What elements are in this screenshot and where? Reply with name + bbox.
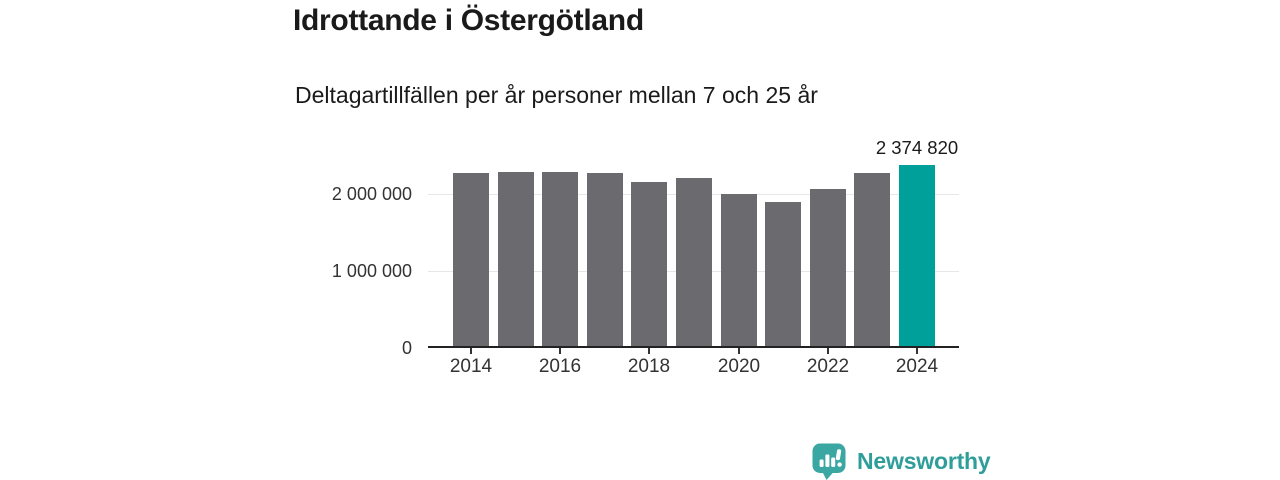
bar-2020 (721, 194, 757, 348)
bar-2015 (498, 171, 534, 348)
x-tick-2016 (559, 348, 561, 354)
newsworthy-bubble-chart-icon (812, 443, 846, 480)
x-axis-label-2022: 2022 (806, 356, 850, 377)
chart-subtitle: Deltagartillfällen per år personer mella… (295, 82, 818, 108)
newsworthy-wordmark: Newsworthy (857, 447, 991, 474)
x-axis-label-2018: 2018 (627, 356, 671, 377)
bar-2018 (631, 181, 667, 348)
highlighted-value-label: 2 374 820 (875, 137, 959, 158)
newsworthy-logo: Newsworthy (811, 442, 991, 480)
x-axis-label-2014: 2014 (449, 356, 493, 377)
y-axis-label-1000000: 1 000 000 (331, 261, 412, 281)
bar-2021 (765, 201, 801, 348)
x-axis-label-2024: 2024 (895, 356, 939, 377)
bar-2023 (854, 173, 890, 348)
bar-2014 (453, 173, 489, 348)
x-tick-2024 (916, 348, 918, 354)
bar-2017 (587, 173, 623, 348)
y-axis-label-0: 0 (401, 338, 412, 358)
x-tick-2018 (648, 348, 650, 354)
x-axis-label-2020: 2020 (717, 356, 761, 377)
y-axis-label-2000000: 2 000 000 (331, 184, 412, 204)
bar-2019 (676, 177, 712, 348)
x-tick-2020 (738, 348, 740, 354)
chart-title: Idrottande i Östergötland (293, 4, 644, 37)
bar-2016 (542, 171, 578, 348)
x-tick-2022 (827, 348, 829, 354)
bar-2024 (899, 165, 935, 348)
bar-2022 (810, 189, 846, 348)
x-axis-line (428, 346, 959, 348)
x-axis-label-2016: 2016 (538, 356, 582, 377)
x-tick-2014 (470, 348, 472, 354)
